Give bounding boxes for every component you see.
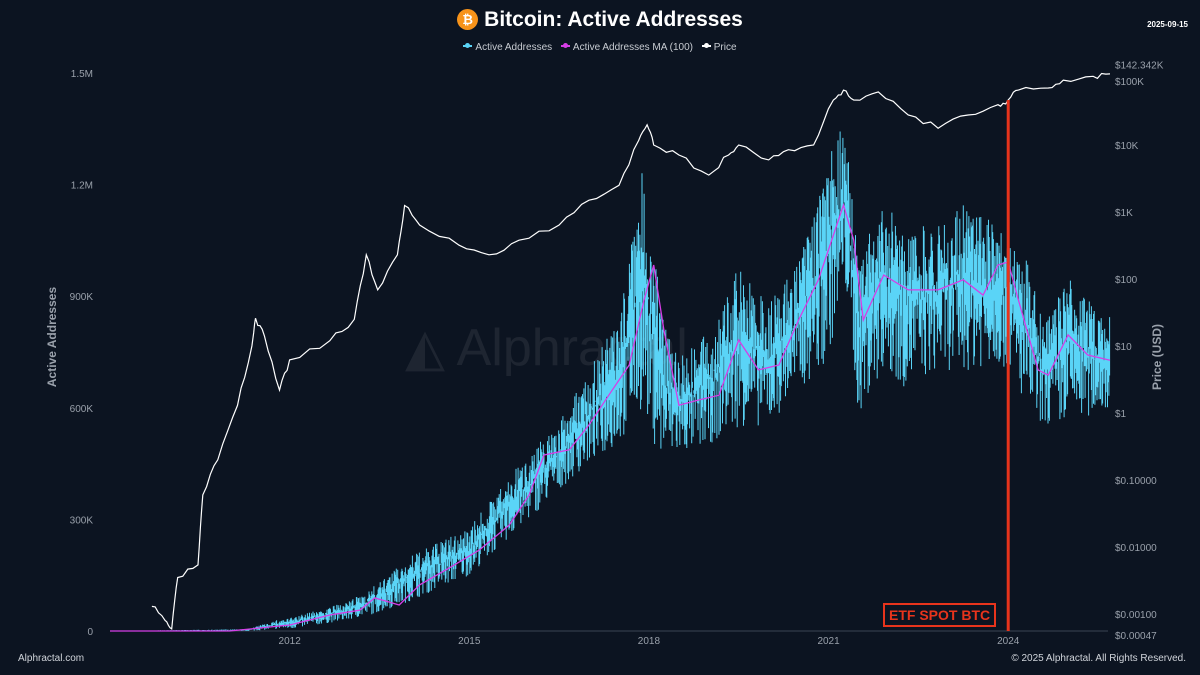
legend-label: Active Addresses	[475, 42, 553, 53]
chart-date: 2025-09-15	[1147, 20, 1188, 29]
legend-active-addresses[interactable]: Active Addresses	[463, 42, 552, 53]
legend-label: Active Addresses MA (100)	[572, 42, 693, 53]
legend-marker-icon	[463, 43, 473, 48]
y-right-tick-label: $0.01000	[1115, 543, 1157, 554]
x-tick-label: 2012	[279, 636, 302, 647]
y-left-tick-label: 900K	[70, 292, 94, 303]
y-right-tick-label: $10	[1115, 342, 1132, 353]
title-text: Bitcoin: Active Addresses	[484, 8, 743, 31]
footer-copyright: © 2025 Alphractal. All Rights Reserved.	[1011, 653, 1186, 664]
chart-title: ₿ Bitcoin: Active Addresses	[0, 8, 1200, 32]
active-addresses-series	[114, 131, 1111, 631]
price-series-line	[151, 72, 1111, 630]
y-right-tick-label: $0.00047	[1115, 631, 1157, 642]
y-left-tick-label: 1.2M	[71, 181, 93, 192]
x-tick-label: 2018	[638, 636, 661, 647]
etf-annotation: ETF SPOT BTC	[883, 603, 997, 627]
y-right-tick-label: $142.342K	[1115, 61, 1164, 72]
y-right-tick-label: $10K	[1115, 141, 1139, 152]
y-left-tick-label: 0	[87, 627, 93, 638]
legend-ma[interactable]: Active Addresses MA (100)	[560, 42, 693, 53]
ma-series-line	[110, 202, 1111, 632]
y-axis-right-label: Price (USD)	[1150, 323, 1165, 391]
footer-site[interactable]: Alphractal.com	[18, 653, 85, 664]
y-left-tick-label: 600K	[70, 404, 94, 415]
y-left-tick-label: 1.5M	[71, 69, 93, 80]
y-right-tick-label: $0.00100	[1115, 610, 1157, 621]
y-axis-left-label: Active Addresses	[45, 286, 60, 388]
bitcoin-icon: ₿	[457, 9, 479, 30]
y-right-tick-label: $1K	[1115, 208, 1133, 219]
y-right-tick-label: $100K	[1115, 77, 1144, 88]
y-right-tick-label: $1	[1115, 409, 1127, 420]
legend: Active Addresses Active Addresses MA (10…	[0, 42, 1200, 53]
y-left-tick-label: 300K	[70, 515, 94, 526]
x-tick-label: 2015	[458, 636, 481, 647]
legend-price[interactable]: Price	[701, 42, 737, 53]
legend-label: Price	[713, 42, 737, 53]
x-tick-label: 2021	[817, 636, 840, 647]
legend-marker-icon	[701, 43, 711, 48]
legend-marker-icon	[560, 43, 570, 48]
x-tick-label: 2024	[997, 636, 1020, 647]
y-right-tick-label: $100	[1115, 275, 1138, 286]
y-right-tick-label: $0.10000	[1115, 476, 1157, 487]
